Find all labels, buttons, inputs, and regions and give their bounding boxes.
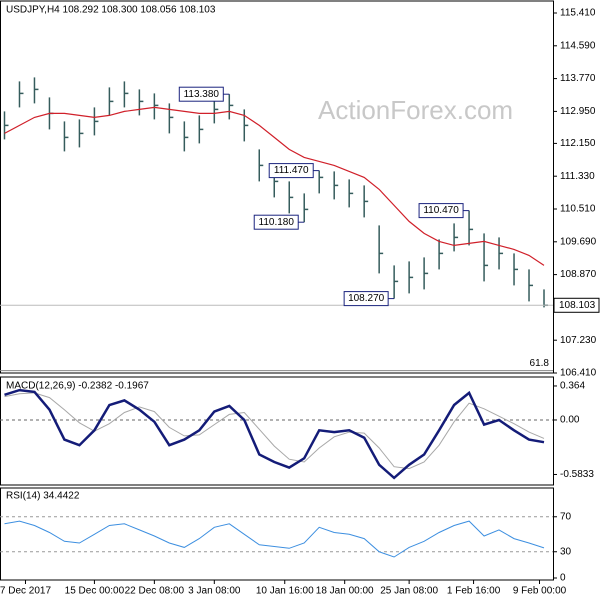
x-tick-label: 22 Dec 08:00 bbox=[125, 586, 185, 597]
rsi-line bbox=[4, 520, 545, 558]
y-tick-label: 110.510 bbox=[560, 204, 596, 215]
x-tick-label: 9 Feb 00:00 bbox=[513, 586, 567, 597]
y-tick-label: 0.00 bbox=[560, 415, 580, 426]
x-tick-label: 18 Jan 00:00 bbox=[316, 586, 374, 597]
y-tick-label: 30 bbox=[560, 546, 572, 557]
x-tick-label: 7 Dec 2017 bbox=[0, 586, 51, 597]
annotation-box bbox=[253, 214, 299, 230]
y-tick-label: -0.5833 bbox=[560, 469, 594, 480]
x-tick-label: 3 Jan 08:00 bbox=[188, 586, 241, 597]
rsi-title: RSI(14) 34.4422 bbox=[6, 491, 80, 502]
y-tick-label: 115.410 bbox=[560, 8, 596, 19]
annotation-box bbox=[178, 86, 224, 102]
y-tick-label: 109.690 bbox=[560, 236, 597, 247]
annotation-label: 111.470 bbox=[274, 165, 309, 176]
annotation-box bbox=[343, 291, 389, 307]
annotation-label: 110.180 bbox=[259, 217, 295, 228]
annotation-label: 113.380 bbox=[184, 89, 220, 100]
y-tick-label: 112.150 bbox=[560, 138, 596, 149]
panel-frame bbox=[0, 376, 554, 486]
y-tick-label: 0 bbox=[560, 573, 566, 584]
watermark: ActionForex.com bbox=[318, 95, 513, 125]
annotation-label: 108.270 bbox=[348, 293, 385, 304]
fib-label: 61.8 bbox=[530, 358, 550, 369]
x-tick-label: 1 Feb 16:00 bbox=[447, 586, 501, 597]
y-tick-label: 107.230 bbox=[560, 335, 597, 346]
current-price-label: 108.103 bbox=[559, 300, 596, 311]
y-tick-label: 108.870 bbox=[560, 269, 597, 280]
moving-average bbox=[4, 106, 545, 266]
annotation-label: 110.470 bbox=[423, 205, 459, 216]
y-tick-label: 70 bbox=[560, 511, 572, 522]
y-tick-label: 114.590 bbox=[560, 40, 596, 51]
annotation-box bbox=[268, 163, 314, 179]
panel-frame bbox=[0, 0, 554, 374]
x-tick-label: 25 Jan 08:00 bbox=[380, 586, 438, 597]
y-tick-label: 113.770 bbox=[560, 73, 596, 84]
macd-title: MACD(12,26,9) -0.2382 -0.1967 bbox=[6, 381, 149, 392]
annotation-box bbox=[418, 203, 464, 219]
y-tick-label: 0.364 bbox=[560, 381, 585, 392]
x-tick-label: 15 Dec 00:00 bbox=[65, 586, 125, 597]
chart-title: USDJPY,H4 108.292 108.300 108.056 108.10… bbox=[6, 5, 216, 16]
macd-line bbox=[4, 388, 545, 480]
y-tick-label: 106.410 bbox=[560, 368, 597, 379]
current-price-box bbox=[553, 297, 600, 313]
y-tick-label: 112.950 bbox=[560, 106, 596, 117]
panel-frame bbox=[0, 487, 554, 581]
macd-line bbox=[4, 392, 545, 470]
y-tick-label: 111.330 bbox=[560, 171, 595, 182]
x-tick-label: 10 Jan 16:00 bbox=[256, 586, 314, 597]
